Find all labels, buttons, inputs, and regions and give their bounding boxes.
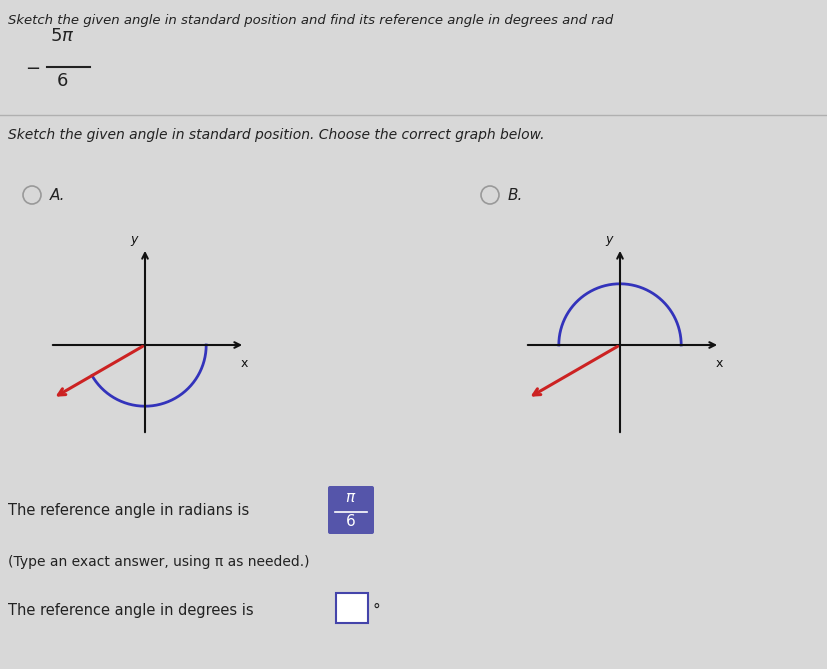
Text: B.: B. <box>508 187 523 203</box>
Text: °: ° <box>373 603 380 617</box>
Text: (Type an exact answer, using π as needed.): (Type an exact answer, using π as needed… <box>8 555 309 569</box>
Text: $\it{y}$: $\it{y}$ <box>605 234 615 248</box>
Text: Sketch the given angle in standard position and find its reference angle in degr: Sketch the given angle in standard posit… <box>8 14 614 27</box>
Text: $\pi$: $\pi$ <box>346 490 356 505</box>
Text: x: x <box>241 357 248 370</box>
Text: The reference angle in degrees is: The reference angle in degrees is <box>8 603 254 617</box>
Text: The reference angle in radians is: The reference angle in radians is <box>8 502 249 518</box>
Text: $5\pi$: $5\pi$ <box>50 27 74 45</box>
FancyBboxPatch shape <box>336 593 368 623</box>
FancyBboxPatch shape <box>328 486 374 534</box>
Text: A.: A. <box>50 187 65 203</box>
Text: 6: 6 <box>347 514 356 529</box>
Text: $\it{y}$: $\it{y}$ <box>130 234 140 248</box>
Text: Sketch the given angle in standard position. Choose the correct graph below.: Sketch the given angle in standard posit… <box>8 128 544 142</box>
Text: $6$: $6$ <box>56 72 68 90</box>
Text: $-$: $-$ <box>25 58 40 76</box>
Text: x: x <box>715 357 723 370</box>
